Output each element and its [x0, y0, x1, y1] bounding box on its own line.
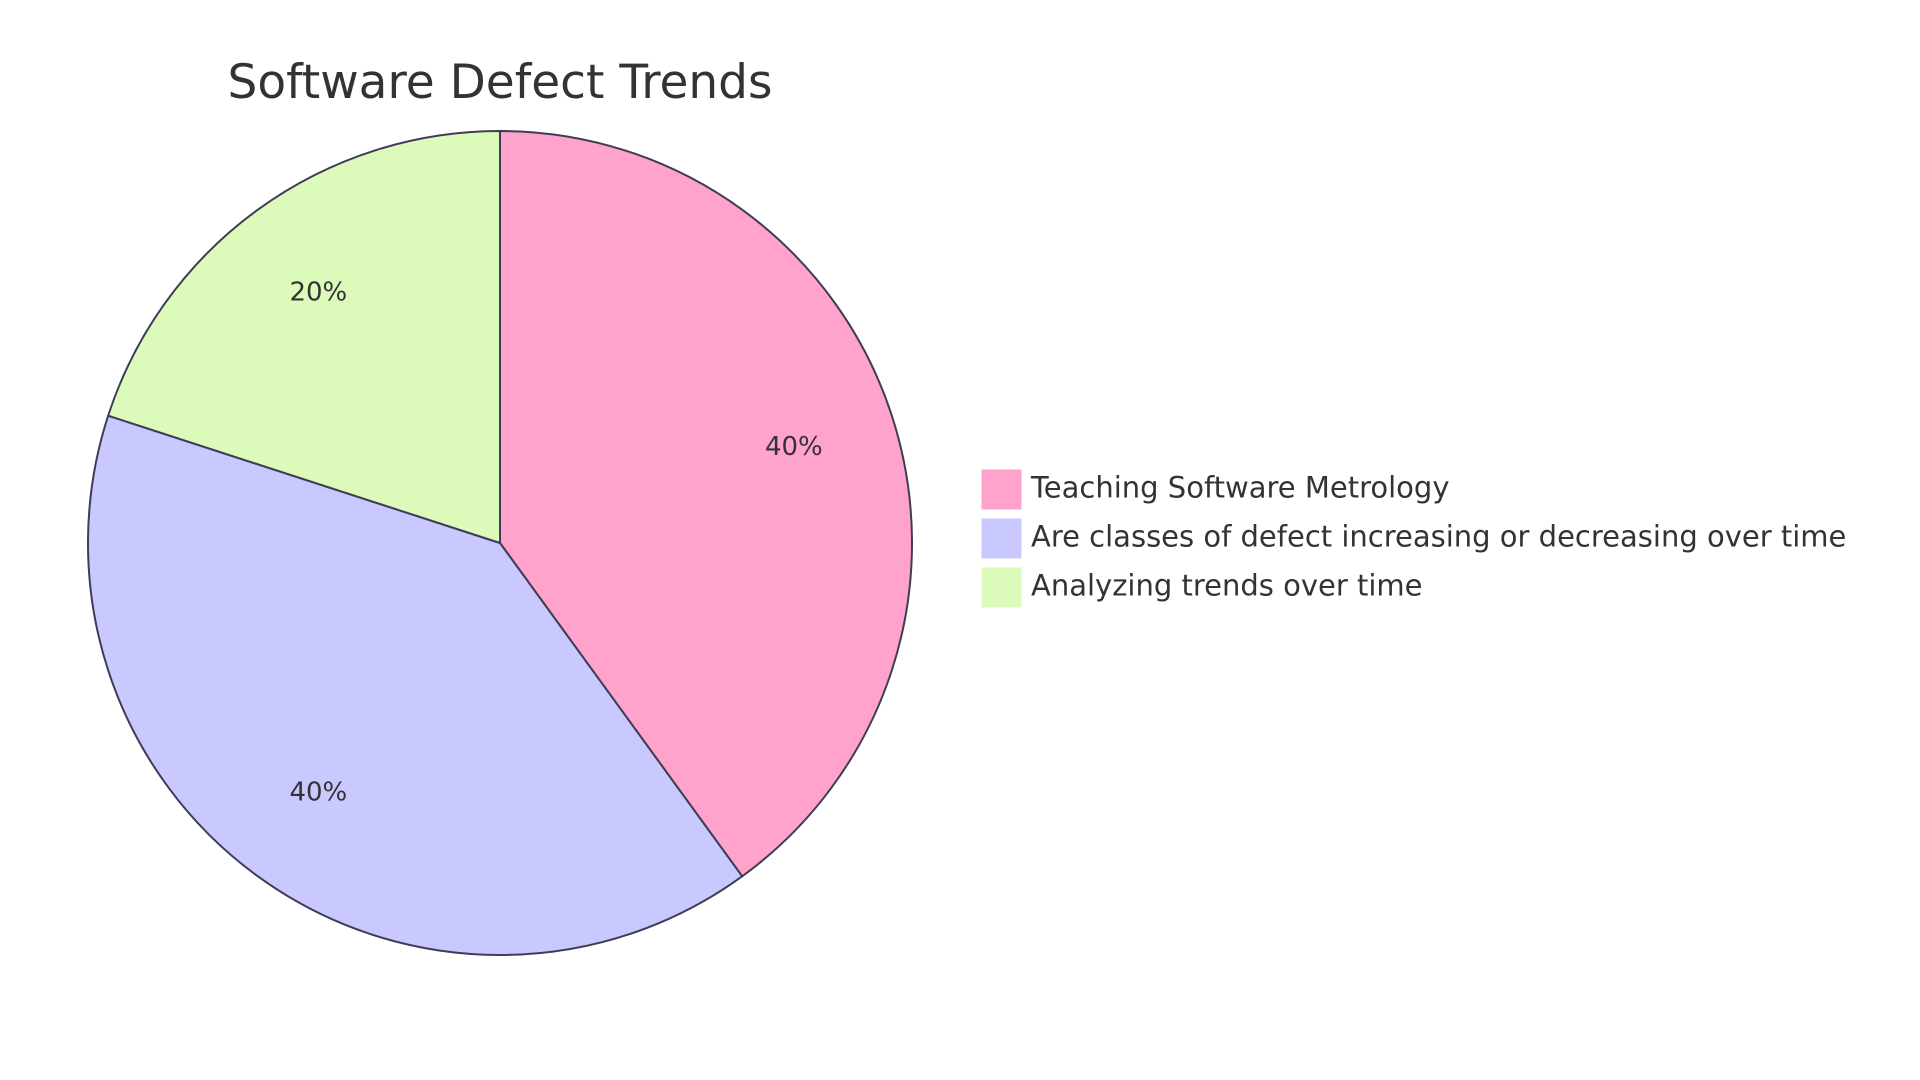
slice-label-1: 40% [765, 432, 823, 462]
slice-label-3: 20% [289, 278, 347, 308]
pie-slice-3 [106, 129, 501, 545]
legend-label-2: Are classes of defect increasing or decr… [1031, 520, 1846, 554]
legend-swatch-2 [980, 517, 1023, 560]
pie-slice-labels: 40% 40% 20% [289, 278, 822, 808]
pie-slice-1 [499, 129, 913, 878]
legend-label-3: Analyzing trends over time [1031, 569, 1423, 603]
legend-swatch-1 [980, 468, 1023, 511]
pie-slice-2 [87, 414, 744, 956]
slice-label-2: 40% [289, 777, 347, 807]
legend: Teaching Software Metrology Are classes o… [980, 468, 1846, 609]
legend-label-1: Teaching Software Metrology [1030, 471, 1449, 505]
pie-slices [87, 129, 913, 956]
legend-swatch-3 [980, 566, 1023, 609]
chart-title: Software Defect Trends [227, 55, 772, 110]
